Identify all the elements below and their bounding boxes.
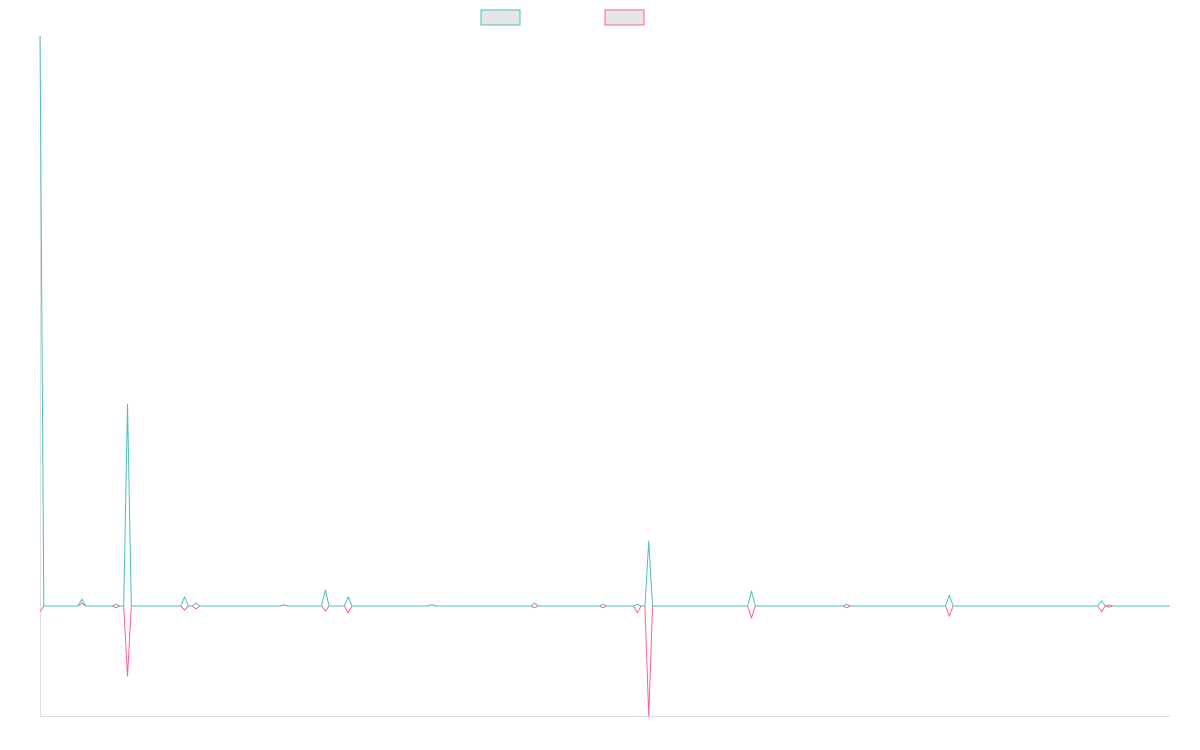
legend-swatch[interactable] (604, 9, 645, 26)
series-group (39, 35, 1170, 717)
series-line-2 (39, 602, 1170, 717)
legend-swatch[interactable] (480, 9, 521, 26)
legend-item-2[interactable] (604, 9, 645, 26)
legend (480, 9, 645, 26)
legend-item-1[interactable] (480, 9, 521, 26)
series-line-1 (39, 35, 1170, 607)
